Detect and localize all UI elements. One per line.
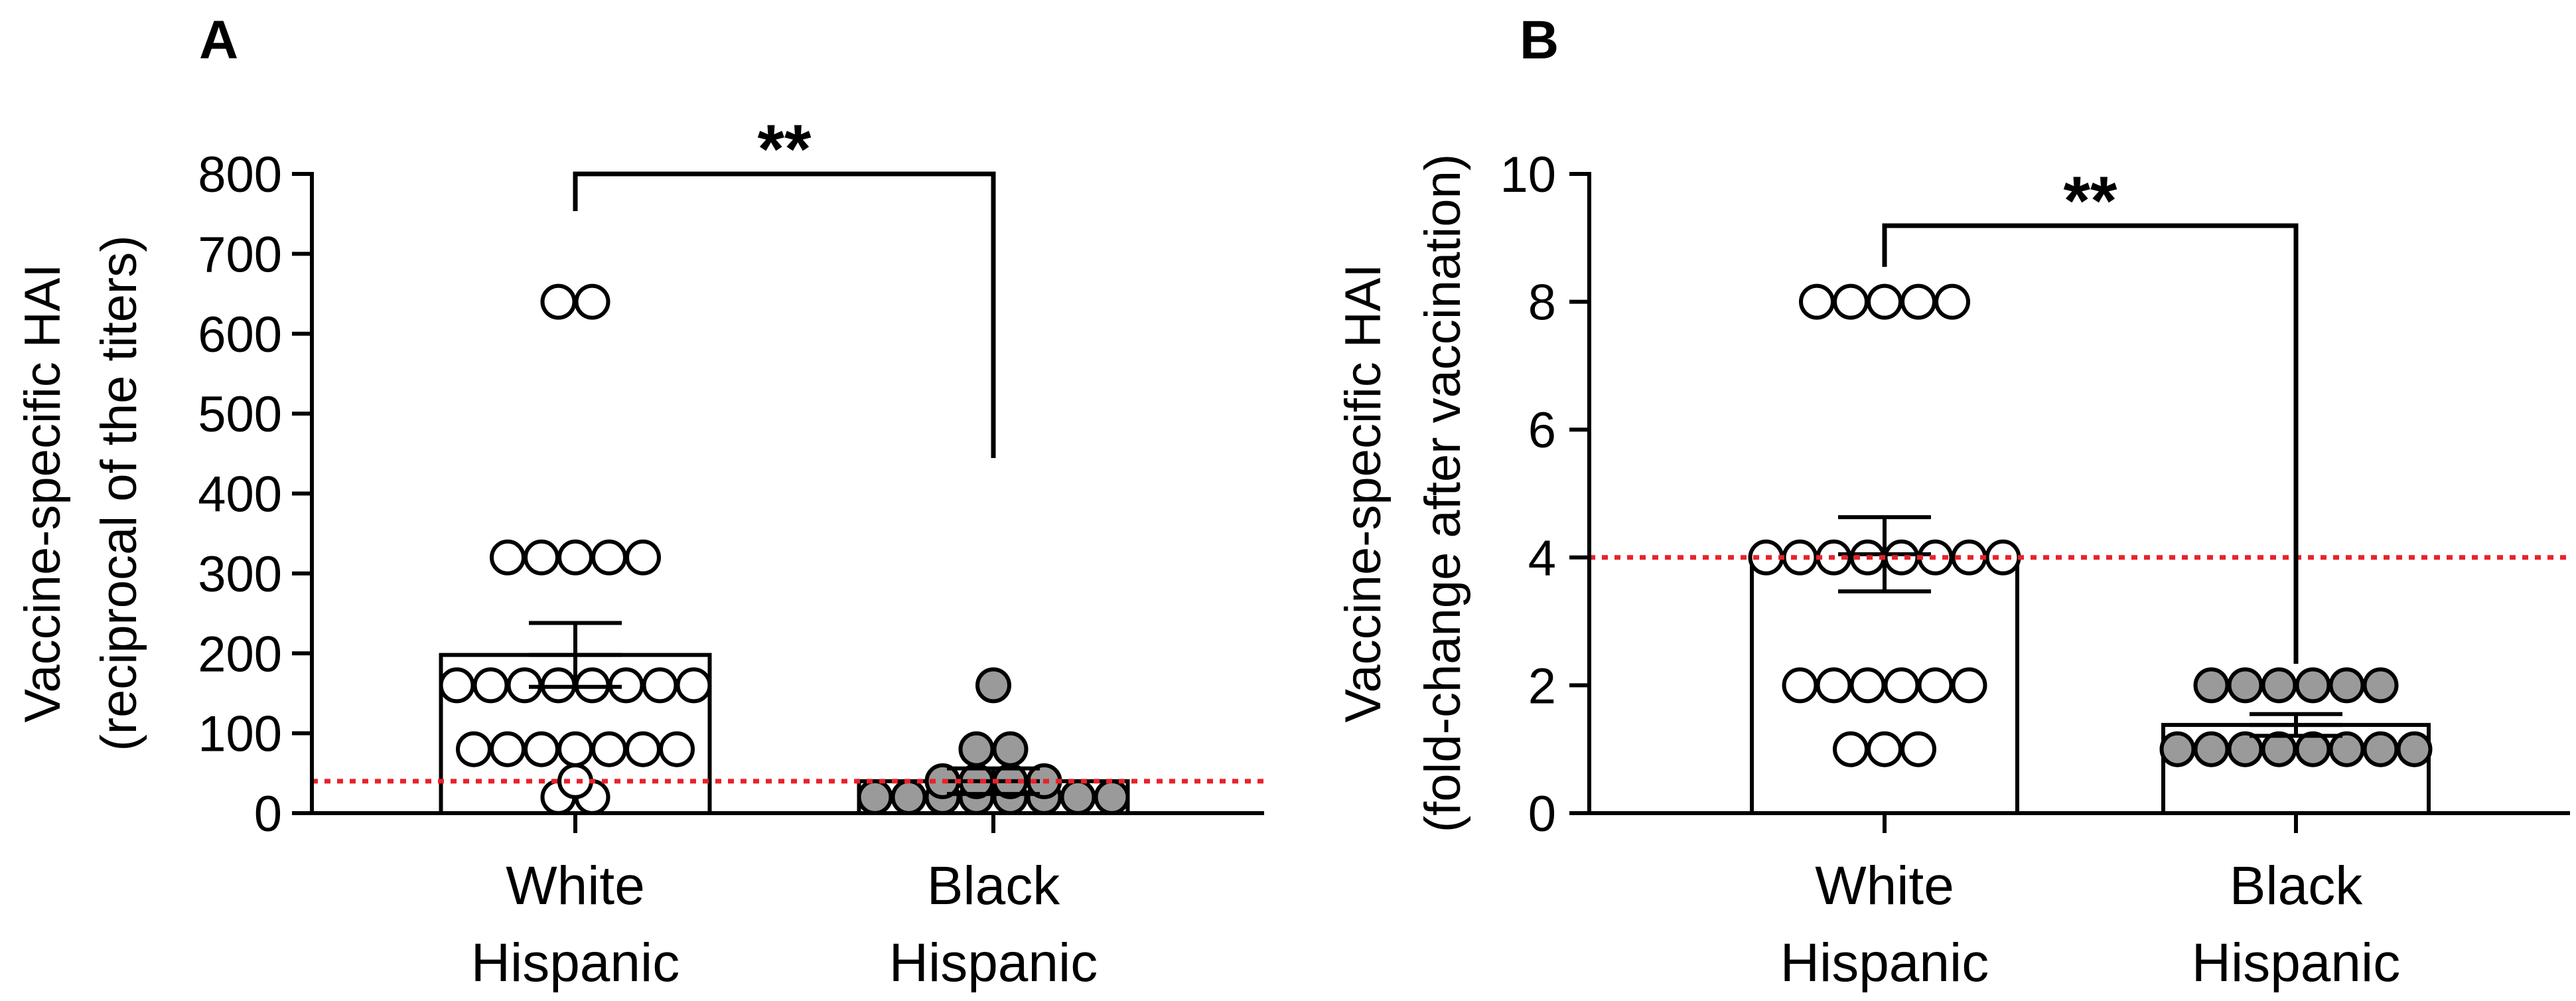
y-tick-label: 500 [198,386,282,443]
y-axis-title-line: (fold-change after vaccination) [1415,154,1471,832]
y-tick-label: 800 [198,147,282,203]
y-tick-label: 0 [1528,786,1556,842]
y-tick-label: 6 [1528,402,1556,459]
data-point [992,731,1029,767]
data-point [1985,539,2021,576]
data-point [1849,667,1886,704]
chart-panel-b: B Vaccine-specific HAI (fold-change after … [1335,10,2570,993]
data-point [2227,731,2263,767]
y-tick-label: 400 [198,467,282,523]
y-tick-label: 10 [1500,147,1556,203]
data-point [857,779,893,815]
data-point [2159,731,2196,767]
data-point [2295,667,2331,704]
data-point [490,731,526,767]
data-point [2193,731,2230,767]
y-tick-label: 200 [198,626,282,682]
data-point [1833,731,1869,767]
data-point [1060,779,1096,815]
data-point [1094,779,1130,815]
y-tick-label: 4 [1528,530,1556,587]
data-point [1934,283,1970,320]
x-category-label: Hispanic [2192,933,2400,993]
x-category-label: Black [2230,856,2364,916]
data-point [2362,667,2399,704]
data-point [490,539,526,576]
y-tick-label: 100 [198,706,282,763]
x-category-label: Hispanic [1780,933,1989,993]
significance-bracket [1882,223,2299,664]
data-point [1799,283,1835,320]
data-point [1900,731,1936,767]
data-point [540,283,577,320]
y-axis-title-line: Vaccine-specific HAI [1335,264,1392,722]
data-point [524,539,559,576]
significance-label: ** [758,111,812,188]
data-point [975,667,1011,704]
data-point [2261,731,2297,767]
data-point [958,731,995,767]
y-axis-title-line: (reciprocal of the titers) [91,235,147,751]
data-point [456,731,492,767]
data-point [2362,731,2399,767]
x-category-label: White [1815,856,1954,916]
data-point [2396,731,2433,767]
data-point [557,731,593,767]
data-point [2295,731,2331,767]
significance-label: ** [2064,163,2117,240]
data-point [1883,667,1920,704]
data-point [1833,283,1869,320]
x-category-label: Black [927,856,1061,916]
data-point [557,539,593,576]
data-point [591,539,627,576]
data-point [2227,667,2263,704]
data-point [1867,731,1902,767]
data-point [2193,667,2230,704]
data-point [1782,539,1818,576]
data-point [1883,539,1920,576]
data-point [1917,667,1954,704]
data-point [2328,731,2365,767]
data-point [2261,667,2297,704]
y-tick-label: 600 [198,307,282,363]
data-point [472,667,509,704]
y-axis-title-line: Vaccine-specific HAI [15,264,71,722]
significance-bracket [573,171,996,458]
y-tick-label: 8 [1528,275,1556,331]
data-point [676,667,712,704]
data-point [1867,283,1902,320]
y-tick-label: 2 [1528,658,1556,714]
y-tick-label: 0 [254,786,282,842]
data-point [642,667,678,704]
data-point [574,283,610,320]
data-point [439,667,475,704]
data-point [1951,667,1987,704]
data-point [891,779,927,815]
x-category-label: Hispanic [471,933,680,993]
x-category-label: White [506,856,645,916]
data-point [524,731,559,767]
data-point [1816,667,1852,704]
panel-letter: A [199,10,238,70]
data-point [591,731,627,767]
data-point [659,731,695,767]
data-point [625,539,661,576]
data-point [625,731,661,767]
panel-letter: B [1520,10,1559,70]
data-point [1900,283,1936,320]
data-point [1782,667,1818,704]
y-tick-label: 300 [198,546,282,603]
chart-panel-a: A Vaccine-specific HAI (reciprocal of the … [15,10,1264,993]
y-tick-label: 700 [198,226,282,283]
data-point [2328,667,2365,704]
x-category-label: Hispanic [889,933,1098,993]
